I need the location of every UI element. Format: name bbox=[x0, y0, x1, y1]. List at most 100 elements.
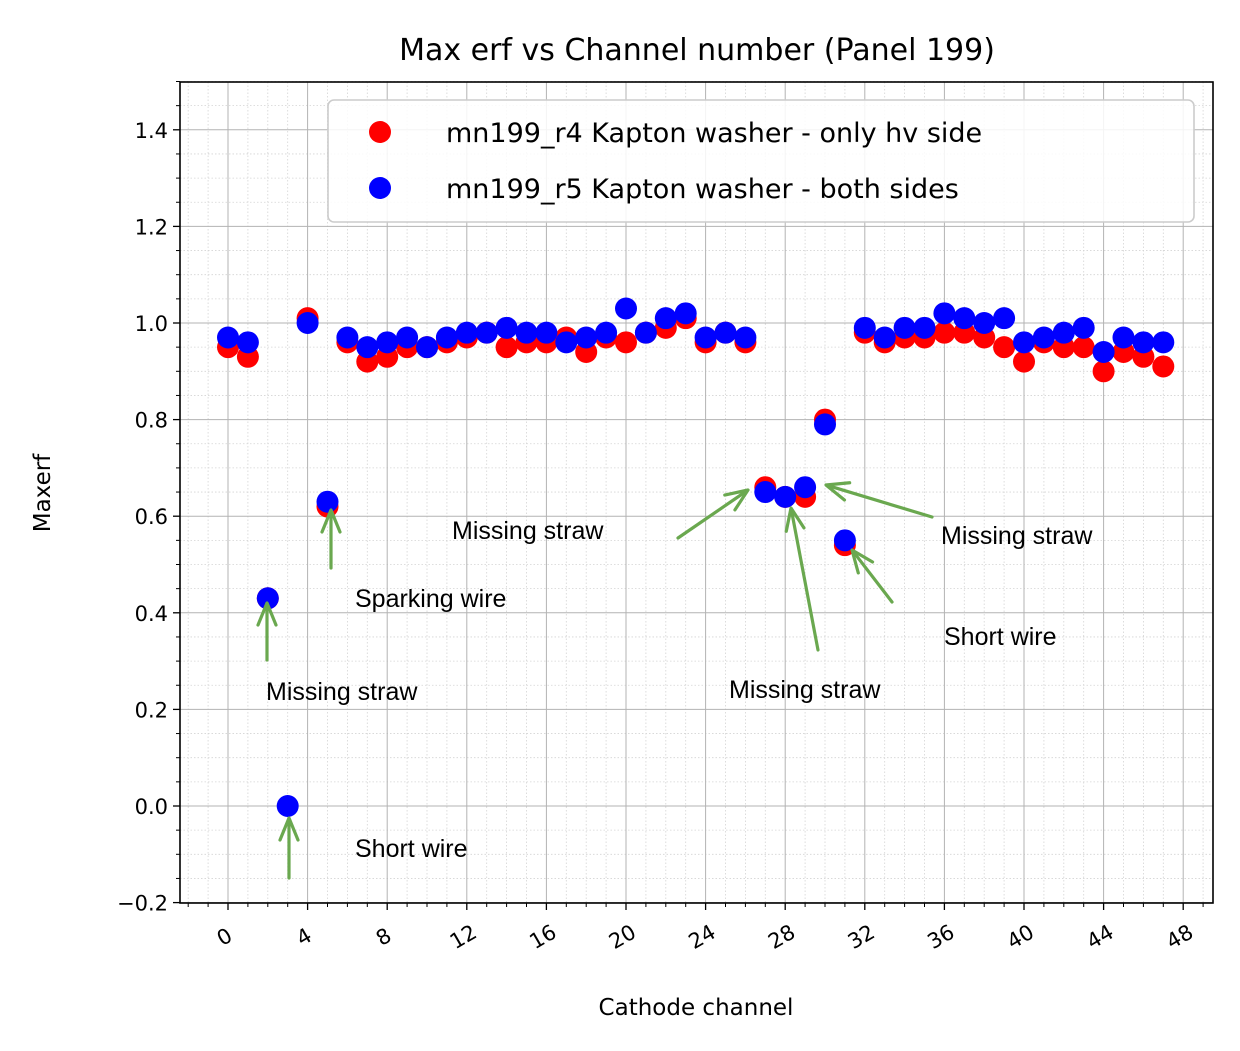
data-point bbox=[973, 312, 996, 334]
annotation-label: Short wire bbox=[355, 835, 468, 863]
y-tick-label: 0.6 bbox=[135, 505, 168, 529]
data-point bbox=[993, 336, 1016, 359]
annotation-arrow bbox=[851, 549, 894, 604]
legend-label: mn199_r4 Kapton washer - only hv side bbox=[446, 118, 982, 149]
data-point bbox=[555, 331, 578, 354]
data-point bbox=[833, 529, 856, 552]
annotation: Short wire bbox=[278, 816, 468, 880]
data-point bbox=[993, 307, 1016, 330]
y-tick-label: 0.2 bbox=[135, 698, 168, 722]
data-point bbox=[893, 316, 916, 339]
y-tick-label: 0.0 bbox=[135, 795, 168, 819]
data-point bbox=[455, 321, 478, 344]
data-point bbox=[1092, 340, 1115, 363]
data-point bbox=[316, 490, 339, 513]
data-point bbox=[694, 326, 717, 349]
data-point bbox=[933, 321, 956, 344]
data-point bbox=[774, 485, 797, 508]
data-point bbox=[535, 321, 558, 344]
series-2 bbox=[217, 297, 1175, 817]
annotation: Missing straw bbox=[729, 506, 881, 704]
data-point bbox=[615, 297, 637, 320]
annotation-arrow bbox=[826, 483, 934, 519]
data-point bbox=[853, 316, 876, 339]
annotation-arrow bbox=[789, 508, 820, 652]
data-point bbox=[754, 481, 777, 504]
data-point bbox=[435, 326, 458, 349]
data-point bbox=[1013, 331, 1035, 354]
annotation: Sparking wire bbox=[320, 508, 506, 613]
legend-box bbox=[327, 99, 1195, 223]
y-tick-label: 0.8 bbox=[135, 409, 168, 433]
data-point bbox=[475, 321, 498, 344]
data-point bbox=[336, 326, 359, 349]
y-tick-label: 0.4 bbox=[135, 602, 168, 626]
data-point bbox=[1112, 326, 1135, 349]
plot-frame bbox=[179, 81, 1214, 904]
annotation-arrowhead bbox=[278, 816, 300, 842]
x-axis-label: Cathode channel bbox=[599, 995, 794, 1021]
data-point bbox=[595, 321, 618, 344]
data-point bbox=[256, 587, 279, 610]
data-point bbox=[1092, 360, 1115, 383]
annotation-label: Sparking wire bbox=[355, 585, 506, 613]
y-axis-ticks: −0.2 0.0 0.2 0.4 0.6 0.8 1.0 1.2 1.4 bbox=[117, 81, 180, 916]
data-point bbox=[376, 331, 399, 354]
data-point bbox=[814, 413, 836, 436]
y-tick-label: 1.4 bbox=[135, 119, 168, 143]
annotation-label: Missing straw bbox=[452, 517, 604, 545]
data-point bbox=[1052, 321, 1075, 344]
annotation-arrowhead bbox=[723, 488, 750, 512]
data-point bbox=[217, 326, 239, 349]
data-point bbox=[734, 326, 757, 349]
data-point bbox=[634, 321, 657, 344]
data-point bbox=[933, 302, 956, 325]
data-point bbox=[714, 321, 737, 344]
annotation-arrowhead bbox=[784, 506, 806, 533]
annotation-label: Missing straw bbox=[729, 676, 881, 704]
y-tick-label: −0.2 bbox=[117, 892, 168, 916]
data-point bbox=[236, 331, 259, 354]
y-tick-label: 1.2 bbox=[135, 215, 168, 239]
data-point bbox=[276, 795, 299, 817]
annotation-arrow bbox=[676, 489, 748, 540]
chart-title: Max erf vs Channel number (Panel 199) bbox=[399, 33, 995, 68]
data-point bbox=[396, 326, 419, 349]
legend-marker bbox=[369, 177, 391, 199]
data-point bbox=[794, 476, 817, 499]
data-point bbox=[495, 336, 518, 359]
annotation-label: Missing straw bbox=[941, 522, 1093, 550]
annotation-arrowhead bbox=[320, 508, 342, 534]
data-point bbox=[356, 336, 379, 359]
annotation: Short wire bbox=[850, 548, 1057, 651]
annotation: Missing straw bbox=[256, 601, 418, 706]
data-point bbox=[575, 326, 598, 349]
data-point bbox=[953, 307, 976, 330]
data-point bbox=[495, 316, 518, 339]
data-point bbox=[1152, 355, 1175, 378]
annotation-arrowhead bbox=[824, 481, 852, 502]
annotation-label: Short wire bbox=[944, 623, 1057, 651]
data-point bbox=[1072, 316, 1095, 339]
data-points bbox=[217, 297, 1175, 817]
data-point bbox=[1072, 336, 1095, 359]
data-point bbox=[296, 312, 319, 334]
data-point bbox=[654, 307, 677, 330]
data-point bbox=[1132, 331, 1155, 354]
annotations: Missing straw Short wire Sparking wire Miss… bbox=[256, 481, 1093, 880]
y-axis-label: Maxerf bbox=[30, 453, 56, 532]
annotation-arrowhead bbox=[256, 601, 278, 627]
data-point bbox=[1152, 331, 1175, 354]
annotation-label: Missing straw bbox=[266, 678, 418, 706]
data-point bbox=[913, 316, 936, 339]
data-point bbox=[1013, 350, 1035, 373]
data-point bbox=[873, 326, 896, 349]
data-point bbox=[416, 336, 438, 359]
annotation: Missing straw bbox=[824, 481, 1093, 550]
y-tick-label: 1.0 bbox=[135, 312, 168, 336]
legend-marker bbox=[369, 121, 391, 143]
data-point bbox=[515, 321, 538, 344]
legend: mn199_r4 Kapton washer - only hv side mn1… bbox=[327, 99, 1195, 223]
annotation-arrowhead bbox=[850, 548, 875, 575]
